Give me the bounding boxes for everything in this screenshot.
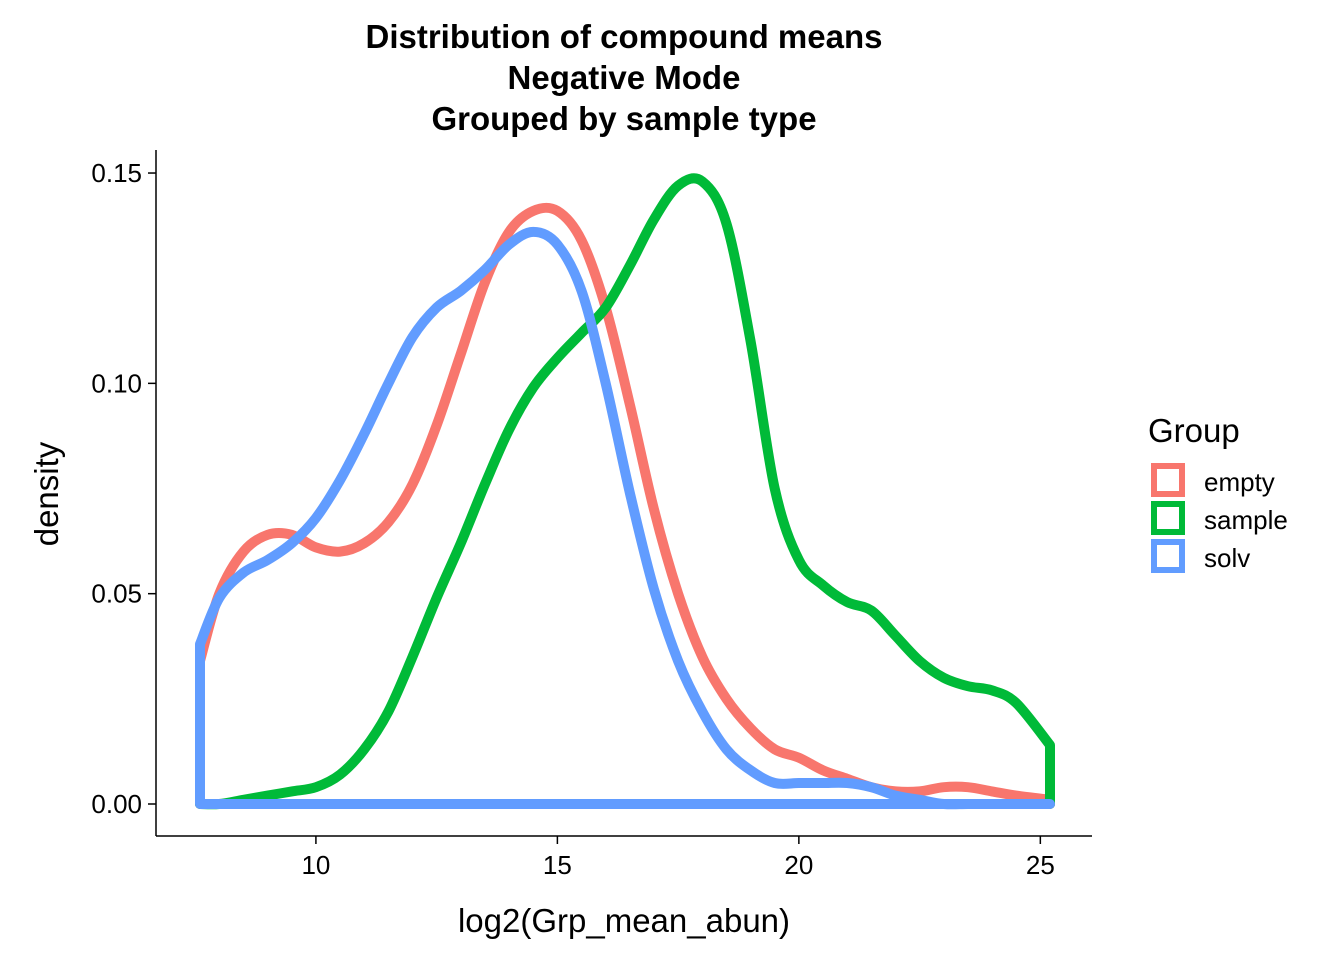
x-tick-label: 10	[301, 850, 330, 880]
legend-label-sample: sample	[1204, 505, 1288, 535]
series-layer	[195, 173, 1055, 810]
legend-title: Group	[1148, 412, 1240, 449]
y-tick-label: 0.15	[91, 158, 142, 188]
x-tick-label: 25	[1026, 850, 1055, 880]
legend-key-solv	[1151, 539, 1185, 573]
x-tick-label: 20	[784, 850, 813, 880]
legend-key-empty	[1151, 463, 1185, 497]
chart-title: Distribution of compound means Negative …	[366, 18, 883, 137]
chart-title-line-2: Negative Mode	[508, 59, 741, 96]
x-tick-label: 15	[543, 850, 572, 880]
x-axis-title: log2(Grp_mean_abun)	[458, 902, 790, 939]
density-curve-sample	[195, 173, 1055, 810]
y-axis-title: density	[28, 441, 65, 546]
chart-title-line-1: Distribution of compound means	[366, 18, 883, 55]
y-tick-label: 0.05	[91, 579, 142, 609]
legend-label-solv: solv	[1204, 543, 1250, 573]
legend: Group empty sample solv	[1148, 412, 1288, 573]
legend-label-empty: empty	[1204, 467, 1275, 497]
density-curve-solv	[195, 226, 1055, 810]
legend-key-sample	[1151, 501, 1185, 535]
x-axis-ticks: 10 15 20 25	[301, 836, 1055, 880]
y-axis-ticks: 0.00 0.05 0.10 0.15	[91, 158, 156, 819]
y-tick-label: 0.00	[91, 789, 142, 819]
y-tick-label: 0.10	[91, 368, 142, 398]
chart-title-line-3: Grouped by sample type	[431, 100, 816, 137]
